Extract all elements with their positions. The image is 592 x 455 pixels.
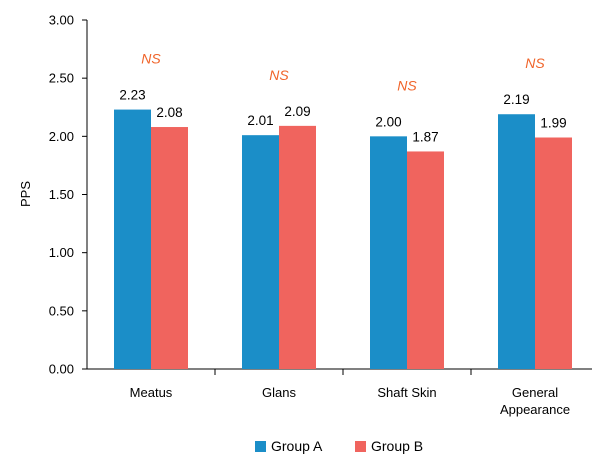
bar	[242, 135, 279, 369]
legend: Group A Group B	[255, 438, 423, 454]
bars	[114, 109, 572, 370]
data-label: 2.19	[503, 92, 529, 107]
legend-swatch	[255, 441, 266, 452]
data-label: 1.99	[540, 115, 566, 130]
significance-annotation: NS	[525, 55, 545, 71]
x-axis: Meatus Glans Shaft Skin General Appearance	[87, 368, 592, 417]
data-label: 1.87	[412, 129, 438, 144]
significance-annotation: NS	[141, 51, 161, 67]
legend-label: Group B	[371, 438, 423, 454]
bar	[535, 137, 572, 369]
y-axis-title: PPS	[18, 181, 33, 207]
data-label: 2.23	[119, 88, 145, 103]
data-label: 2.01	[247, 113, 273, 128]
data-label: 2.08	[156, 105, 182, 120]
y-tick-label: 2.50	[49, 71, 74, 86]
bar	[151, 127, 188, 369]
y-tick-label: 0.00	[49, 362, 74, 377]
bar	[279, 125, 316, 369]
y-tick-label: 3.00	[49, 13, 74, 28]
x-tick-label: Meatus	[130, 385, 173, 400]
annotations: NS NS NS NS	[141, 51, 545, 94]
value-labels: 2.23 2.01 2.00 2.19 2.08 2.09 1.87 1.99	[119, 88, 566, 145]
data-label: 2.00	[375, 114, 401, 129]
x-tick-label: Shaft Skin	[377, 385, 436, 400]
y-tick-label: 0.50	[49, 303, 74, 318]
x-tick-label: General Appearance	[500, 385, 570, 417]
legend-swatch	[355, 441, 366, 452]
y-tick-label: 1.00	[49, 245, 74, 260]
bar	[407, 151, 444, 369]
bar	[498, 114, 535, 369]
significance-annotation: NS	[269, 67, 289, 83]
y-tick-label: 1.50	[49, 187, 74, 202]
bar	[114, 109, 151, 370]
significance-annotation: NS	[397, 77, 417, 93]
y-axis: 0.00 0.50 1.00 1.50 2.00 2.50 3.00	[49, 13, 88, 377]
data-label: 2.09	[284, 104, 310, 119]
y-tick-label: 2.00	[49, 129, 74, 144]
legend-label: Group A	[271, 438, 323, 454]
x-tick-label: Glans	[262, 385, 296, 400]
bar	[370, 136, 407, 369]
